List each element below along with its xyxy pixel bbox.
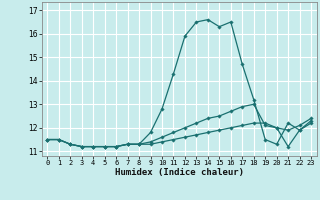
X-axis label: Humidex (Indice chaleur): Humidex (Indice chaleur) — [115, 168, 244, 177]
